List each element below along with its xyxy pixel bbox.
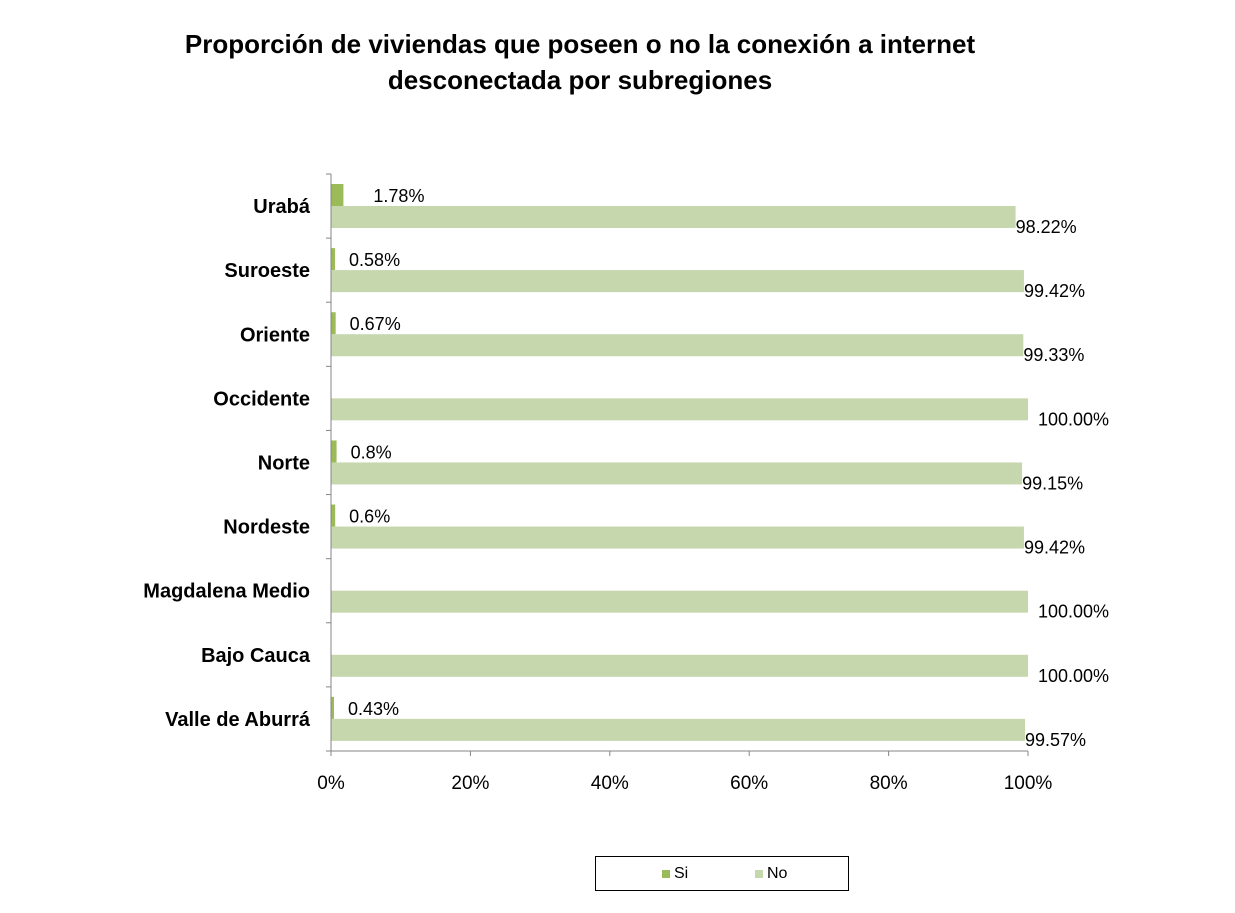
x-tick-label-40: 40% (591, 773, 629, 794)
legend-item-si: Si (662, 865, 688, 883)
data-label-si-valle-de-aburra: 0.43% (348, 699, 399, 719)
data-label-si-nordeste: 0.6% (349, 507, 390, 527)
chart-title: Proporción de viviendas que poseen o no … (0, 26, 1160, 98)
axis-layer: 0% 20% 40% 60% 80% 100% (317, 173, 1053, 794)
bar-no-norte (331, 462, 1023, 485)
x-tick-label-20: 20% (451, 773, 489, 794)
category-label-occidente: Occidente (213, 388, 310, 410)
bar-no-suroeste (331, 270, 1024, 293)
category-label-suroeste: Suroeste (224, 260, 310, 282)
legend-label-no: No (767, 865, 788, 882)
data-label-no-oriente: 99.33% (1023, 345, 1084, 365)
bar-si-norte (331, 440, 337, 463)
legend-swatch-si (662, 870, 670, 878)
data-label-no-magdalena-medio: 100.00% (1038, 602, 1109, 622)
x-tick-label-80: 80% (870, 773, 908, 794)
legend-label-si: Si (674, 865, 689, 882)
category-label-oriente: Oriente (240, 324, 310, 346)
bar-si-nordeste (331, 504, 336, 527)
data-label-si-suroeste: 0.58% (349, 250, 400, 270)
data-label-no-uraba: 98.22% (1016, 217, 1077, 237)
bar-no-nordeste (331, 526, 1024, 549)
chart-title-line-2: desconectada por subregiones (387, 65, 773, 95)
bar-no-valle-de-aburra (331, 718, 1026, 741)
data-label-no-norte: 99.15% (1022, 473, 1083, 493)
data-label-si-norte: 0.8% (351, 442, 392, 462)
chart-title-line-1: Proporción de viviendas que poseen o no … (184, 29, 976, 59)
data-label-no-bajo-cauca: 100.00% (1038, 666, 1109, 686)
x-tick-label-100: 100% (1004, 773, 1053, 794)
bars-layer (331, 184, 1028, 741)
labels-layer: Urabá 1.78% 98.22% Suroeste 0.58% 99.42% Orien… (143, 186, 1109, 750)
bar-si-suroeste (331, 248, 336, 271)
data-label-si-uraba: 1.78% (373, 186, 424, 206)
data-label-no-occidente: 100.00% (1038, 409, 1109, 429)
category-label-bajo-cauca: Bajo Cauca (201, 645, 311, 667)
bar-si-uraba (331, 184, 344, 206)
legend-item-no: No (755, 865, 787, 883)
category-label-norte: Norte (258, 453, 310, 475)
x-tick-label-60: 60% (730, 773, 768, 794)
bar-no-occidente (331, 398, 1028, 421)
legend: Si No (595, 856, 849, 891)
x-tick-label-0: 0% (317, 773, 345, 794)
data-label-no-nordeste: 99.42% (1024, 538, 1085, 558)
bar-no-magdalena-medio (331, 590, 1028, 613)
bar-no-oriente (331, 334, 1024, 357)
bar-no-uraba (331, 206, 1016, 228)
data-label-no-valle-de-aburra: 99.57% (1025, 730, 1086, 750)
bar-no-bajo-cauca (331, 654, 1028, 677)
category-label-uraba: Urabá (253, 196, 311, 218)
bar-si-valle-de-aburra (331, 696, 334, 719)
data-label-no-suroeste: 99.42% (1024, 281, 1085, 301)
legend-swatch-no (755, 870, 763, 878)
category-label-valle-de-aburra: Valle de Aburrá (165, 709, 311, 731)
category-label-magdalena-medio: Magdalena Medio (143, 581, 310, 603)
category-label-nordeste: Nordeste (223, 517, 310, 539)
data-label-si-oriente: 0.67% (350, 314, 401, 334)
bar-si-oriente (331, 312, 336, 335)
